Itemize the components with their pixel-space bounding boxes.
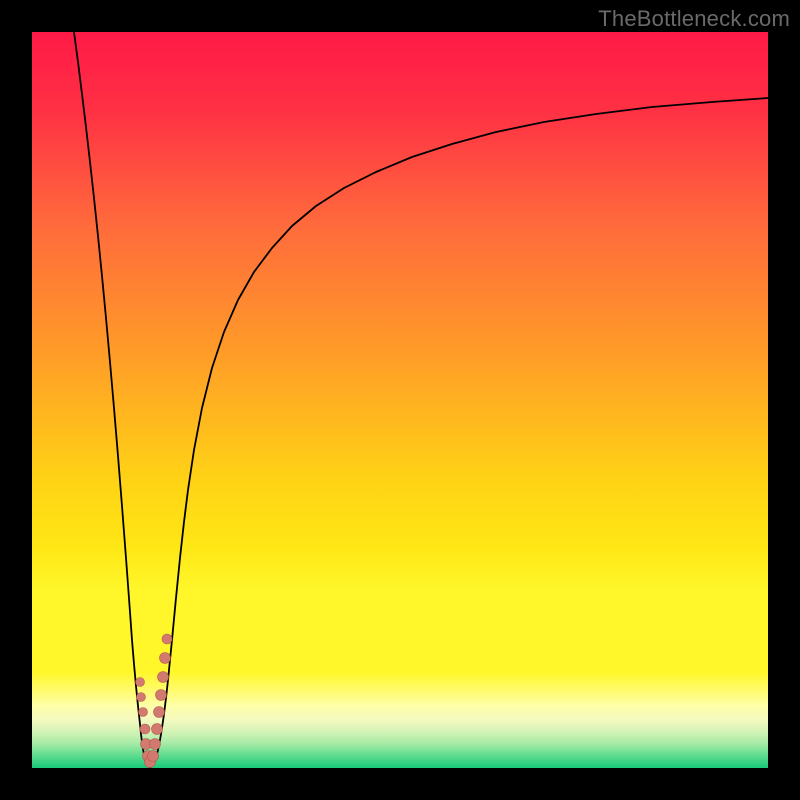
data-point [136,678,145,687]
data-point [139,708,148,717]
data-point [137,693,146,702]
data-point [156,690,167,701]
data-point [154,707,165,718]
plot-area [32,32,768,768]
data-point [160,653,171,664]
data-point [140,724,150,734]
data-point [152,724,163,735]
data-point [158,672,169,683]
plot-svg [32,32,768,768]
chart-container: TheBottleneck.com [0,0,800,800]
watermark-text: TheBottleneck.com [598,6,790,32]
data-point [148,751,159,762]
data-point [150,739,161,750]
data-point [162,634,172,644]
